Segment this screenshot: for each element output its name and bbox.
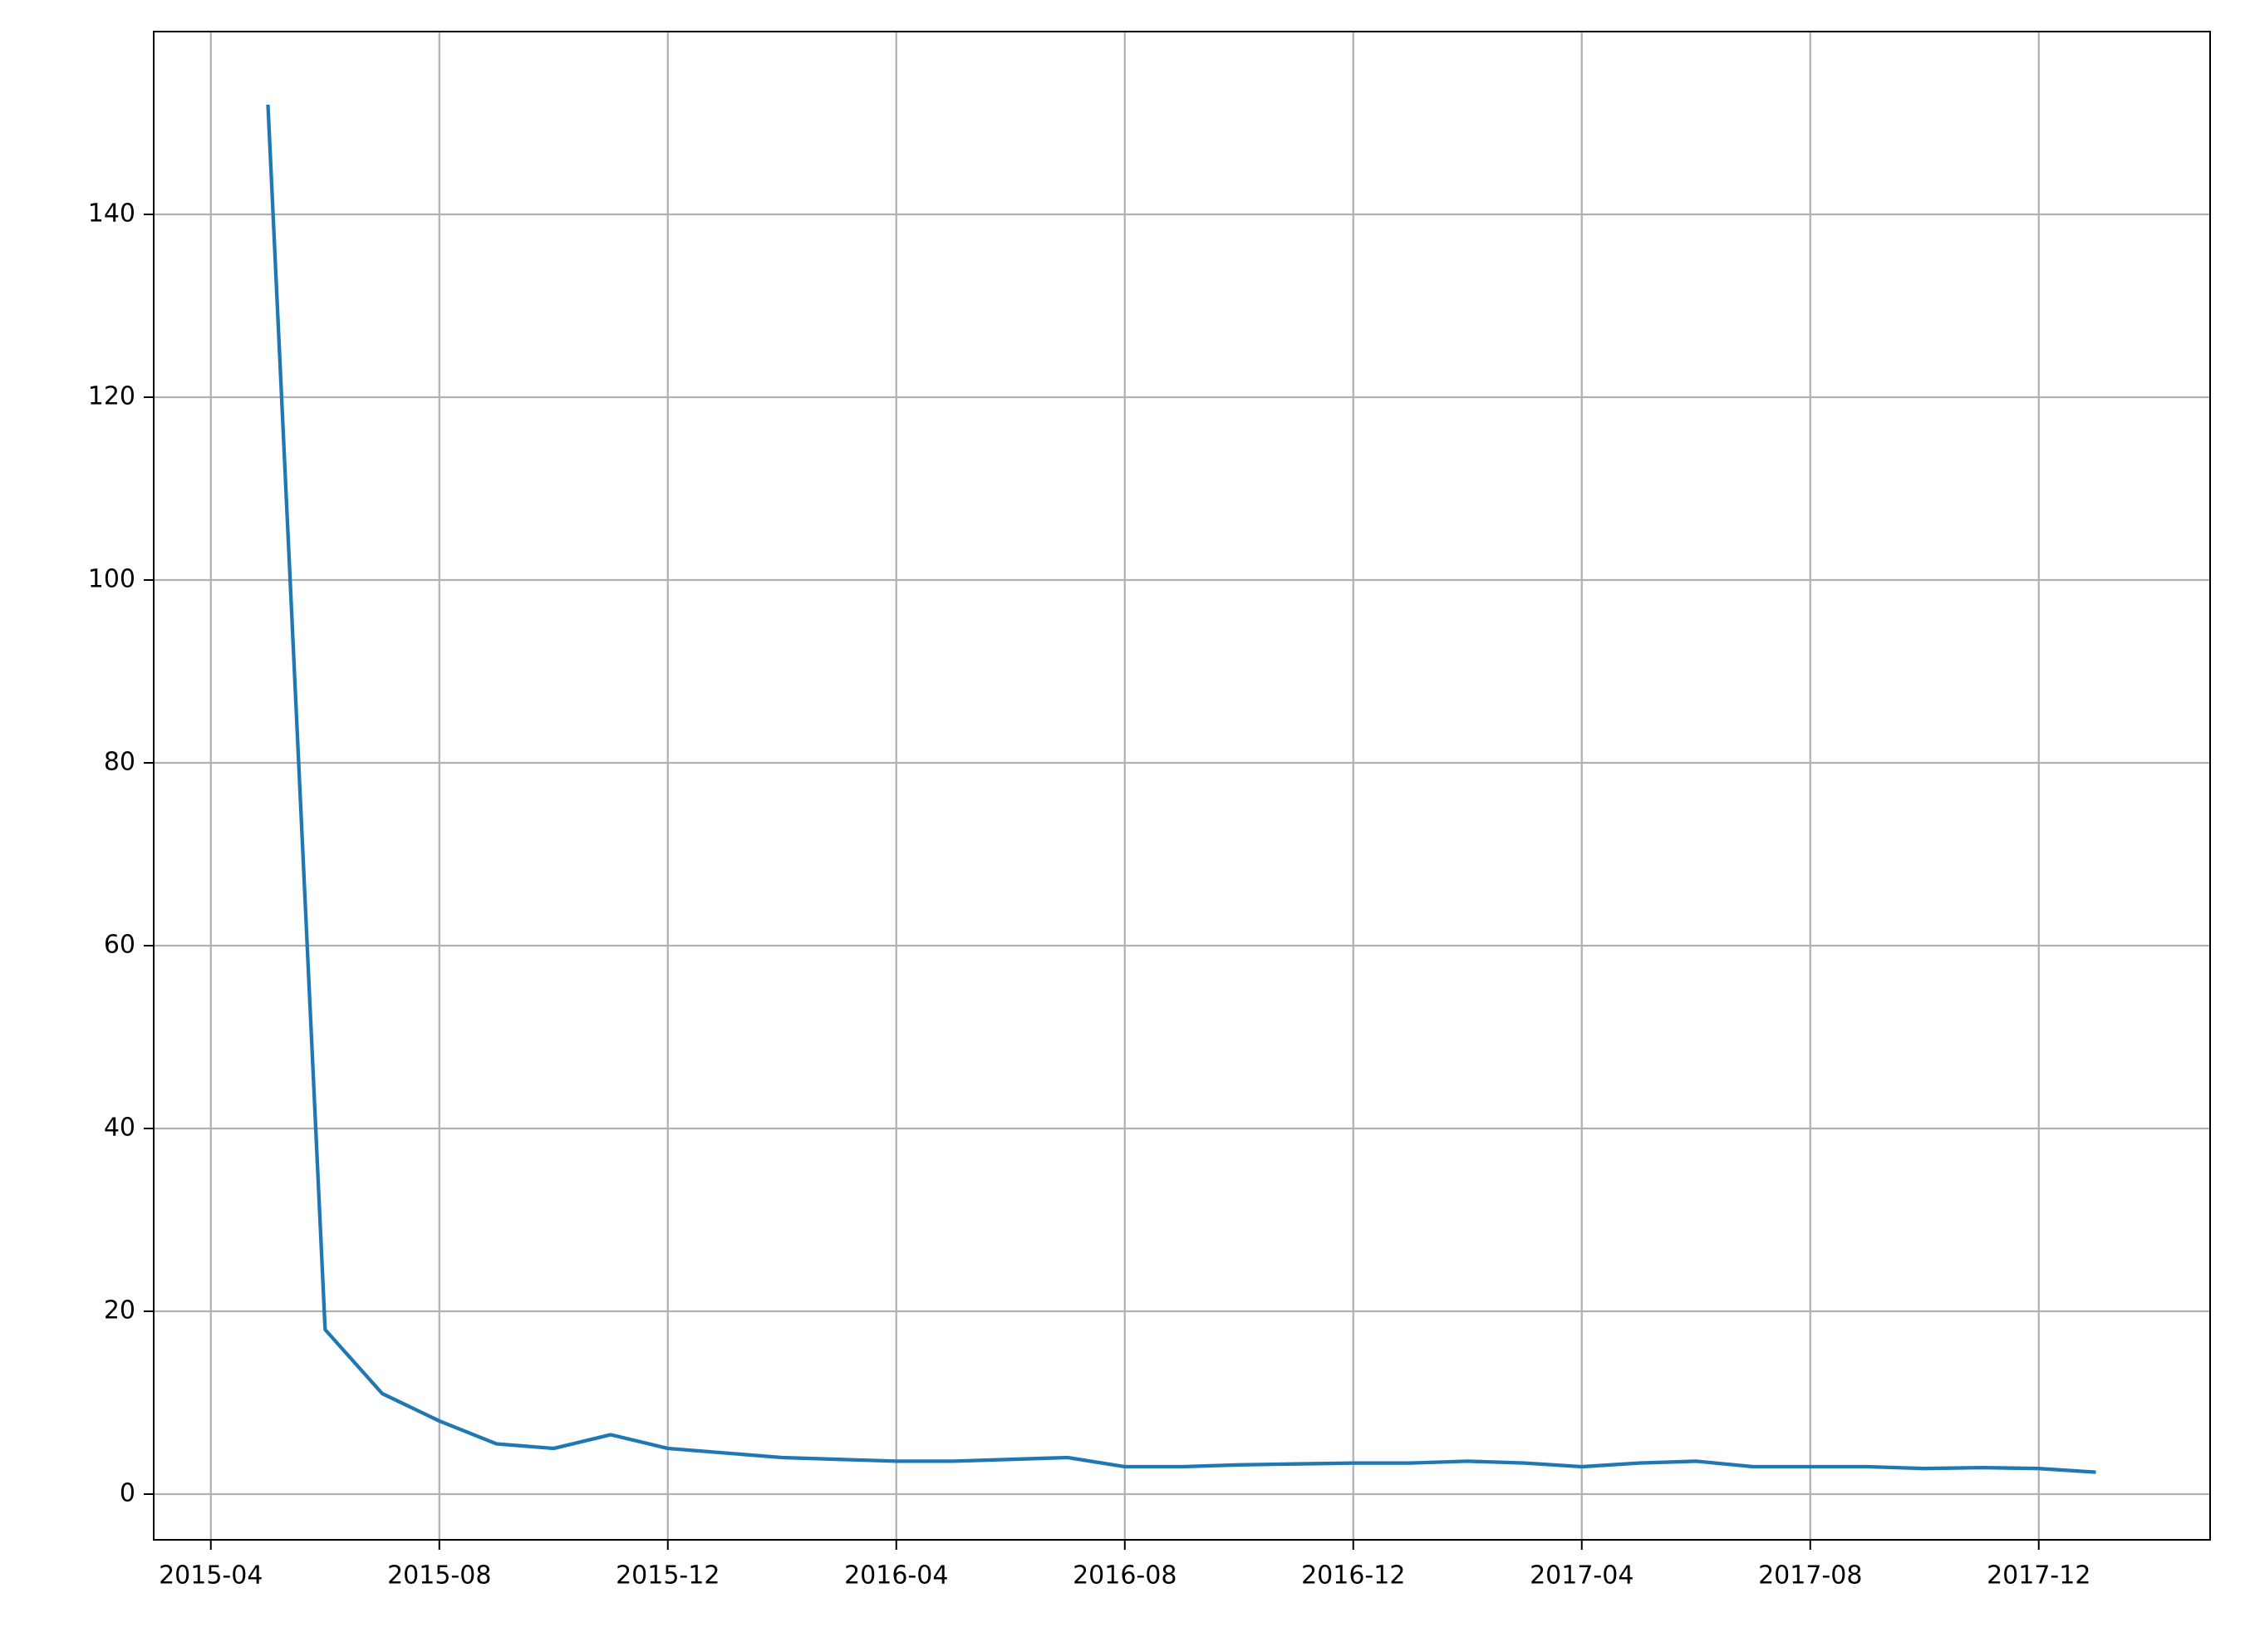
x-tick-label: 2016-08 xyxy=(1073,1561,1177,1591)
x-tick-label: 2017-12 xyxy=(1987,1561,2090,1591)
y-tick-label: 20 xyxy=(104,1296,135,1325)
x-tick-label: 2015-04 xyxy=(159,1561,263,1591)
x-tick-label: 2016-04 xyxy=(844,1561,948,1591)
y-tick-label: 120 xyxy=(88,382,135,411)
y-tick-label: 140 xyxy=(88,199,135,229)
x-tick-label: 2016-12 xyxy=(1301,1561,1405,1591)
y-tick-label: 60 xyxy=(104,931,135,960)
plot-frame xyxy=(153,31,2211,1541)
x-tick-label: 2017-04 xyxy=(1530,1561,1633,1591)
x-tick-label: 2017-08 xyxy=(1758,1561,1862,1591)
x-tick-label: 2015-12 xyxy=(616,1561,720,1591)
y-tick-label: 40 xyxy=(104,1114,135,1143)
y-tick-label: 0 xyxy=(120,1479,135,1508)
y-tick-label: 80 xyxy=(104,748,135,777)
data-line xyxy=(266,104,2096,1474)
x-tick-label: 2015-08 xyxy=(387,1561,491,1591)
y-tick-label: 100 xyxy=(88,565,135,594)
